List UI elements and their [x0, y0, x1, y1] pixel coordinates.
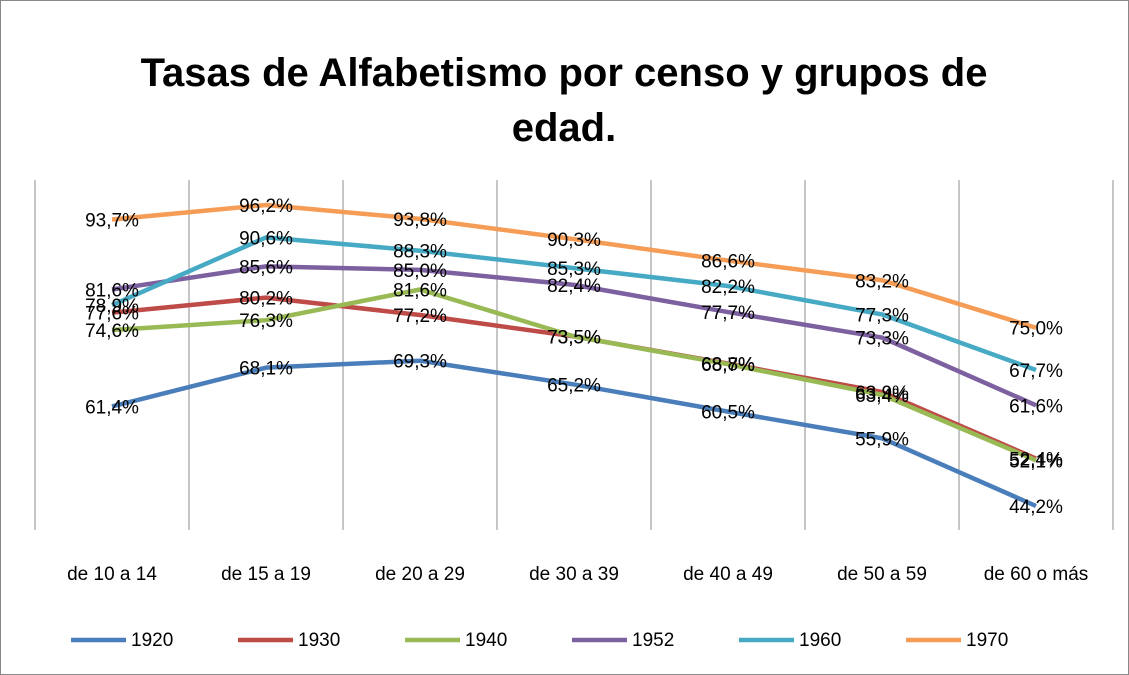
legend-label: 1970	[966, 630, 1008, 651]
data-label: 61,6%	[1009, 396, 1063, 417]
data-label: 81,6%	[85, 281, 139, 302]
legend-label: 1952	[632, 630, 674, 651]
legend-label: 1930	[298, 630, 340, 651]
data-label: 65,2%	[547, 375, 601, 396]
data-label: 83,2%	[855, 271, 909, 292]
data-label: 74,6%	[85, 321, 139, 342]
x-tick-label: de 40 a 49	[683, 564, 773, 585]
data-label: 52,4%	[1009, 450, 1063, 471]
series-line	[111, 358, 1037, 509]
data-label: 85,6%	[239, 257, 293, 278]
data-label: 44,2%	[1009, 497, 1063, 518]
data-label: 82,2%	[701, 277, 755, 298]
data-label: 81,6%	[393, 281, 447, 302]
data-label: 88,3%	[393, 242, 447, 263]
data-label: 68,1%	[239, 359, 293, 380]
data-label: 52,1%	[1009, 451, 1063, 472]
data-label: 85,3%	[547, 259, 601, 280]
legend-label: 1960	[799, 630, 841, 651]
data-label: 77,6%	[85, 304, 139, 325]
series-line	[111, 264, 1037, 408]
data-label: 96,2%	[239, 196, 293, 217]
x-tick-label: de 15 a 19	[221, 564, 311, 585]
data-label: 93,7%	[85, 210, 139, 231]
legend-label: 1940	[465, 630, 507, 651]
x-tick-label: de 50 a 59	[837, 564, 927, 585]
data-label: 90,6%	[239, 228, 293, 249]
data-label: 90,3%	[547, 230, 601, 251]
data-label: 73,5%	[547, 327, 601, 348]
data-label: 60,5%	[701, 403, 755, 424]
data-label: 93,8%	[393, 210, 447, 231]
data-label: 63,4%	[855, 386, 909, 407]
x-tick-label: de 60 o más	[984, 564, 1089, 585]
data-label: 69,3%	[393, 352, 447, 373]
data-label: 73,5%	[547, 327, 601, 348]
data-label: 77,3%	[855, 305, 909, 326]
legend-label: 1920	[131, 630, 173, 651]
data-label: 77,7%	[701, 303, 755, 324]
data-label: 80,2%	[239, 289, 293, 310]
data-label: 86,6%	[701, 252, 755, 273]
data-label: 78,9%	[85, 296, 139, 317]
data-label: 77,2%	[393, 306, 447, 327]
data-label: 68,8%	[701, 355, 755, 376]
data-label: 61,4%	[85, 397, 139, 418]
data-label: 63,9%	[855, 383, 909, 404]
data-label: 73,3%	[855, 329, 909, 350]
series-line	[111, 202, 1037, 330]
x-tick-label: de 20 a 29	[375, 564, 465, 585]
series-line	[111, 235, 1037, 373]
series-line	[111, 287, 1037, 463]
chart-title: Tasas de Alfabetismo por censo y grupos …	[141, 51, 988, 150]
x-tick-label: de 30 a 39	[529, 564, 619, 585]
data-label: 82,4%	[547, 276, 601, 297]
data-label: 68,7%	[701, 355, 755, 376]
data-label: 75,0%	[1009, 319, 1063, 340]
data-label: 55,9%	[855, 429, 909, 450]
data-label: 67,7%	[1009, 361, 1063, 382]
x-tick-label: de 10 a 14	[67, 564, 157, 585]
data-label: 85,0%	[393, 261, 447, 282]
data-label: 76,3%	[239, 311, 293, 332]
